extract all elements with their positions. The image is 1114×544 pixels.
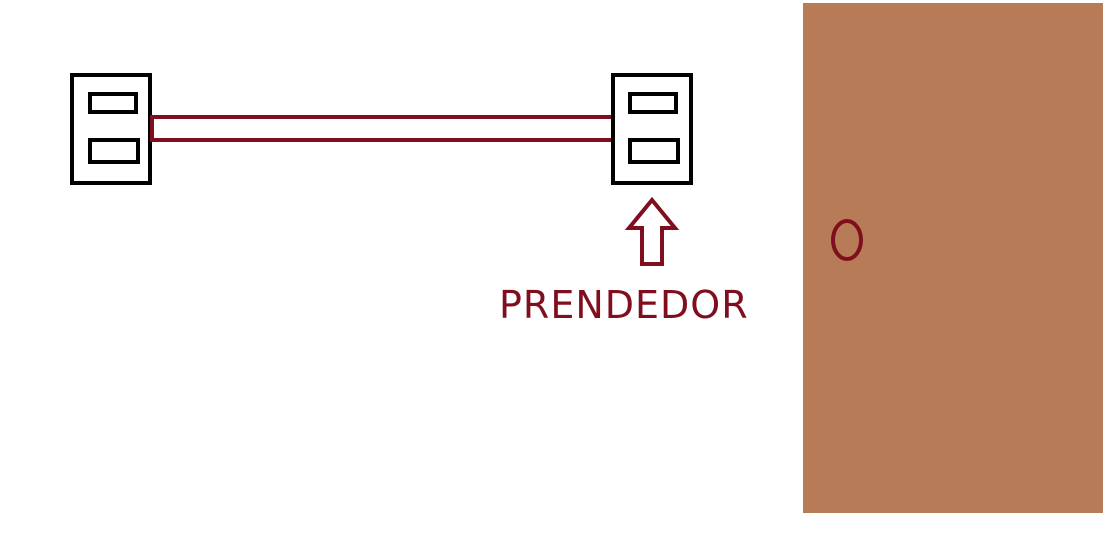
left-plate-slot-top <box>88 92 138 114</box>
right-plate-slot-bottom <box>628 138 680 164</box>
connecting-bar <box>150 115 616 142</box>
left-plate-slot-bottom <box>88 138 140 164</box>
up-arrow-icon <box>624 196 680 266</box>
door-knob-icon <box>831 219 863 261</box>
right-plate-frame <box>611 73 693 185</box>
prendedor-label: PRENDEDOR <box>499 283 749 327</box>
right-plate-slot-top <box>628 92 678 114</box>
left-switch-plate <box>70 73 152 185</box>
right-switch-plate <box>611 73 693 185</box>
left-plate-frame <box>70 73 152 185</box>
